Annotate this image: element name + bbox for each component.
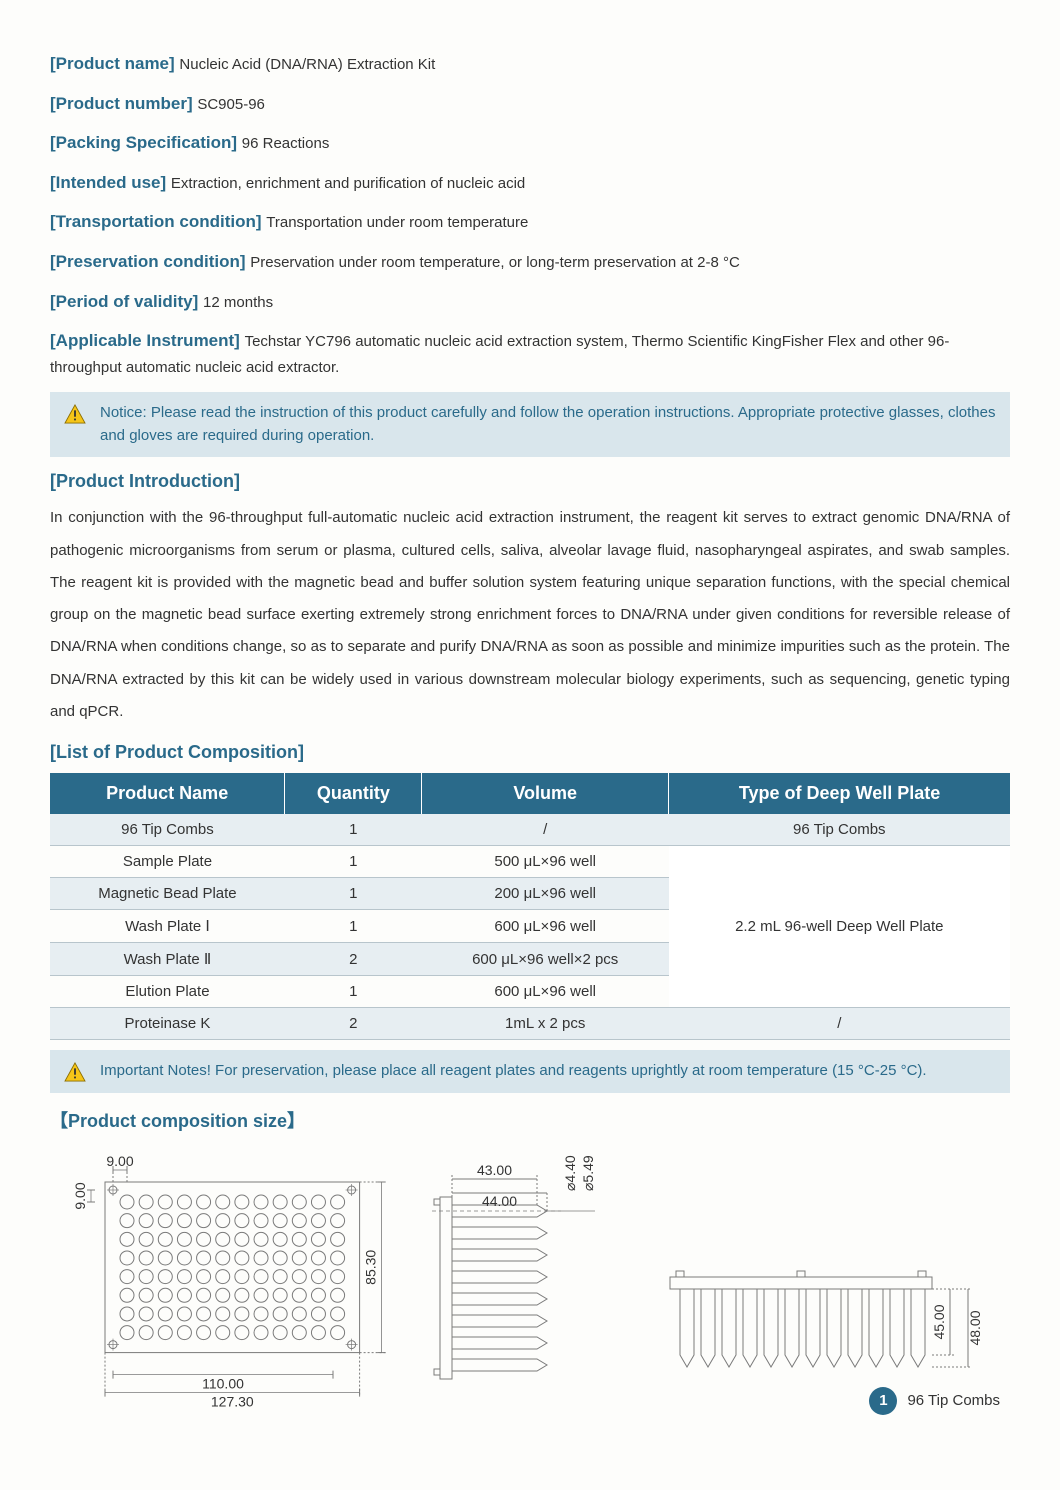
notice-text-2: Important Notes! For preservation, pleas… <box>100 1060 927 1083</box>
field-value: Extraction, enrichment and purification … <box>171 175 525 192</box>
field-row: [Period of validity] 12 months <box>50 288 1010 316</box>
svg-text:43.00: 43.00 <box>477 1162 512 1178</box>
table-cell: 600 μL×96 well <box>422 976 669 1008</box>
field-row: [Intended use] Extraction, enrichment an… <box>50 169 1010 197</box>
field-label: [Transportation condition] <box>50 212 266 231</box>
svg-text:⌀5.49: ⌀5.49 <box>580 1155 596 1191</box>
field-value: Nucleic Acid (DNA/RNA) Extraction Kit <box>179 56 435 73</box>
table-cell: 600 μL×96 well <box>422 910 669 943</box>
svg-text:9.00: 9.00 <box>72 1182 88 1209</box>
diagram-area: 9.009.0085.30110.00127.30 43.0044.00⌀4.4… <box>50 1147 1010 1417</box>
table-cell: 200 μL×96 well <box>422 878 669 910</box>
table-cell: / <box>669 1008 1010 1040</box>
warning-icon <box>64 1062 86 1082</box>
section-heading-size: 【Product composition size】 <box>50 1107 1010 1133</box>
table-cell: 1 <box>285 846 422 878</box>
diagram-comb-side: 43.00 44.00 ⌀4.40⌀5.49 <box>420 1147 640 1417</box>
notice-text: Notice: Please read the instruction of t… <box>100 402 996 447</box>
table-cell: 600 μL×96 well×2 pcs <box>422 943 669 976</box>
field-row: [Applicable Instrument] Techstar YC796 a… <box>50 327 1010 380</box>
field-label: [Product name] <box>50 54 179 73</box>
field-label: [Intended use] <box>50 173 171 192</box>
composition-table: Product NameQuantityVolumeType of Deep W… <box>50 773 1010 1040</box>
table-cell: 2 <box>285 1008 422 1040</box>
table-header: Quantity <box>285 773 422 814</box>
field-label: [Product number] <box>50 94 197 113</box>
section-heading-intro: [Product Introduction] <box>50 471 1010 492</box>
svg-text:48.00: 48.00 <box>967 1310 983 1345</box>
field-value: SC905-96 <box>197 96 265 113</box>
field-value: Preservation under room temperature, or … <box>250 254 740 271</box>
page-number-circle: 1 <box>869 1387 897 1415</box>
table-cell: 1 <box>285 878 422 910</box>
table-cell: 96 Tip Combs <box>669 814 1010 846</box>
intro-paragraph: In conjunction with the 96-throughput fu… <box>50 502 1010 728</box>
svg-text:45.00: 45.00 <box>931 1304 947 1339</box>
table-cell: Wash Plate Ⅱ <box>50 943 285 976</box>
field-row: [Product name] Nucleic Acid (DNA/RNA) Ex… <box>50 50 1010 78</box>
table-row: 96 Tip Combs1/96 Tip Combs <box>50 814 1010 846</box>
svg-text:9.00: 9.00 <box>106 1153 133 1169</box>
table-cell: Proteinase K <box>50 1008 285 1040</box>
table-cell: / <box>422 814 669 846</box>
table-cell: 500 μL×96 well <box>422 846 669 878</box>
table-cell: 96 Tip Combs <box>50 814 285 846</box>
field-label: [Applicable Instrument] <box>50 331 245 350</box>
diagram-top-plate: 9.009.0085.30110.00127.30 <box>50 1147 400 1417</box>
field-label: [Packing Specification] <box>50 133 242 152</box>
field-value: Transportation under room temperature <box>266 214 528 231</box>
table-cell: 1 <box>285 976 422 1008</box>
table-cell: Sample Plate <box>50 846 285 878</box>
field-row: [Product number] SC905-96 <box>50 90 1010 118</box>
table-cell: 1mL x 2 pcs <box>422 1008 669 1040</box>
table-cell: 2 <box>285 943 422 976</box>
table-header: Type of Deep Well Plate <box>669 773 1010 814</box>
table-cell: Elution Plate <box>50 976 285 1008</box>
field-label: [Period of validity] <box>50 292 203 311</box>
table-row: Sample Plate1500 μL×96 well2.2 mL 96-wel… <box>50 846 1010 878</box>
table-cell: Wash Plate Ⅰ <box>50 910 285 943</box>
table-header: Product Name <box>50 773 285 814</box>
field-label: [Preservation condition] <box>50 252 250 271</box>
section-heading-list: [List of Product Composition] <box>50 742 1010 763</box>
notice-box: Notice: Please read the instruction of t… <box>50 392 1010 457</box>
svg-text:⌀4.40: ⌀4.40 <box>562 1155 578 1191</box>
footer-label: 96 Tip Combs <box>907 1392 1000 1409</box>
table-cell: 1 <box>285 910 422 943</box>
table-cell-merged: 2.2 mL 96-well Deep Well Plate <box>669 846 1010 1008</box>
table-cell: Magnetic Bead Plate <box>50 878 285 910</box>
svg-text:44.00: 44.00 <box>482 1193 517 1209</box>
field-row: [Packing Specification] 96 Reactions <box>50 129 1010 157</box>
field-row: [Preservation condition] Preservation un… <box>50 248 1010 276</box>
table-row: Proteinase K21mL x 2 pcs/ <box>50 1008 1010 1040</box>
table-cell: 1 <box>285 814 422 846</box>
warning-icon <box>64 404 86 424</box>
field-row: [Transportation condition] Transportatio… <box>50 208 1010 236</box>
notice-box-2: Important Notes! For preservation, pleas… <box>50 1050 1010 1093</box>
svg-text:85.30: 85.30 <box>363 1249 379 1284</box>
field-value: 96 Reactions <box>242 135 330 152</box>
footer-badge: 1 96 Tip Combs <box>50 1387 1010 1415</box>
table-header: Volume <box>422 773 669 814</box>
field-value: 12 months <box>203 294 273 311</box>
